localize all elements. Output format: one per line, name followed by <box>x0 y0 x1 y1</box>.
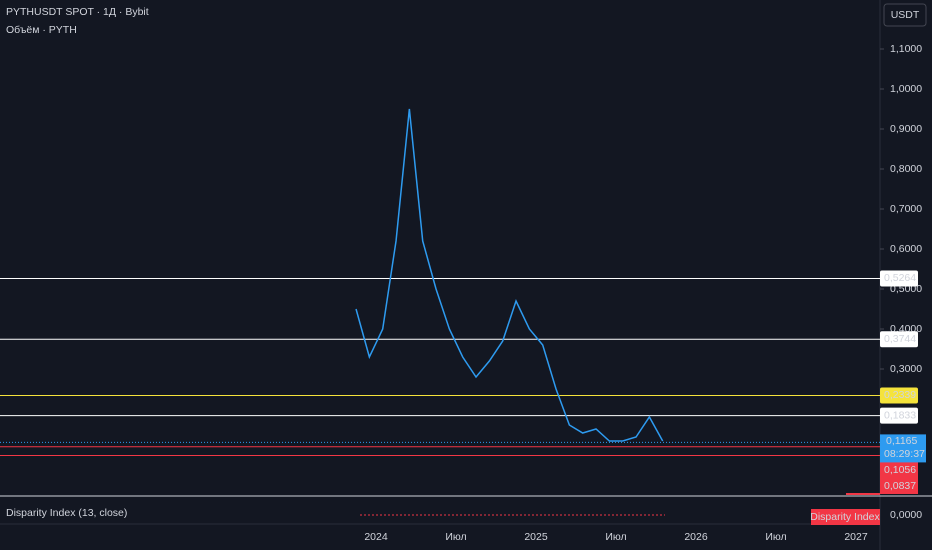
level-label: 0,2339 <box>884 389 916 401</box>
x-tick-label: Июл <box>605 531 626 543</box>
x-tick-label: 2026 <box>684 531 708 543</box>
y-tick-label: 0,9000 <box>890 123 922 135</box>
level-label: 0,5264 <box>884 272 916 284</box>
last-price-label: 0,1165 <box>886 435 917 447</box>
red-level-label-box <box>880 478 918 494</box>
y-tick-label: 1,0000 <box>890 83 922 95</box>
level-label: 0,1833 <box>884 409 916 421</box>
level-label-box <box>880 270 918 287</box>
currency-button-label[interactable]: USDT <box>891 9 920 21</box>
red-level-label-box <box>880 462 918 478</box>
y-tick-label: 0,8000 <box>890 163 922 175</box>
indicator-badge <box>811 509 880 525</box>
level-label-box <box>880 407 918 424</box>
indicator-value: 0,0000 <box>890 509 922 521</box>
currency-button[interactable] <box>883 3 927 27</box>
level-label: 0,3744 <box>884 333 916 345</box>
y-tick-label: 0,3000 <box>890 363 922 375</box>
level-label-box <box>880 331 918 348</box>
indicator-title: Disparity Index (13, close) <box>6 507 127 519</box>
countdown-label: 08:29:37 <box>884 448 925 460</box>
x-tick-label: Июл <box>765 531 786 543</box>
chart-title: PYTHUSDT SPOT · 1Д · Bybit <box>6 6 149 18</box>
chart-subtitle: Объём · PYTH <box>6 24 77 36</box>
last-price-box <box>880 434 926 463</box>
price-line <box>355 108 664 442</box>
indicator-badge-label: Disparity Index <box>810 511 880 523</box>
level-label-box <box>880 387 918 404</box>
x-tick-label: 2024 <box>364 531 388 543</box>
x-tick-label: 2027 <box>844 531 868 543</box>
x-tick-label: 2025 <box>524 531 548 543</box>
y-tick-label: 0,7000 <box>890 203 922 215</box>
red-level-label: 0,1056 <box>884 464 916 476</box>
x-tick-label: Июл <box>445 531 466 543</box>
y-tick-label: 0,6000 <box>890 243 922 255</box>
y-tick-label: 1,1000 <box>890 43 922 55</box>
red-level-label: 0,0837 <box>884 480 916 492</box>
